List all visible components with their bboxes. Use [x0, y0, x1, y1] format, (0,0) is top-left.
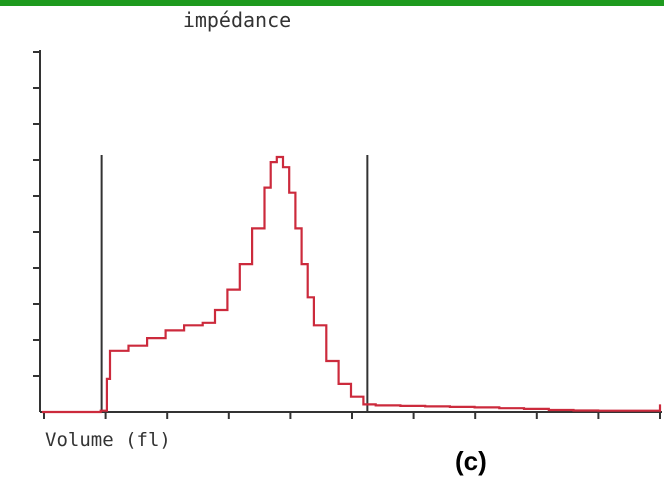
chart-title: impédance — [183, 8, 291, 32]
y-ticks — [33, 51, 40, 377]
volume-markers — [100, 155, 369, 412]
x-ticks — [43, 412, 661, 419]
series-group — [42, 155, 662, 414]
x-axis-label: Volume (fl) — [45, 429, 171, 451]
top-accent-bar — [0, 0, 664, 6]
panel-label: (c) — [455, 446, 487, 476]
series-line — [42, 155, 662, 414]
